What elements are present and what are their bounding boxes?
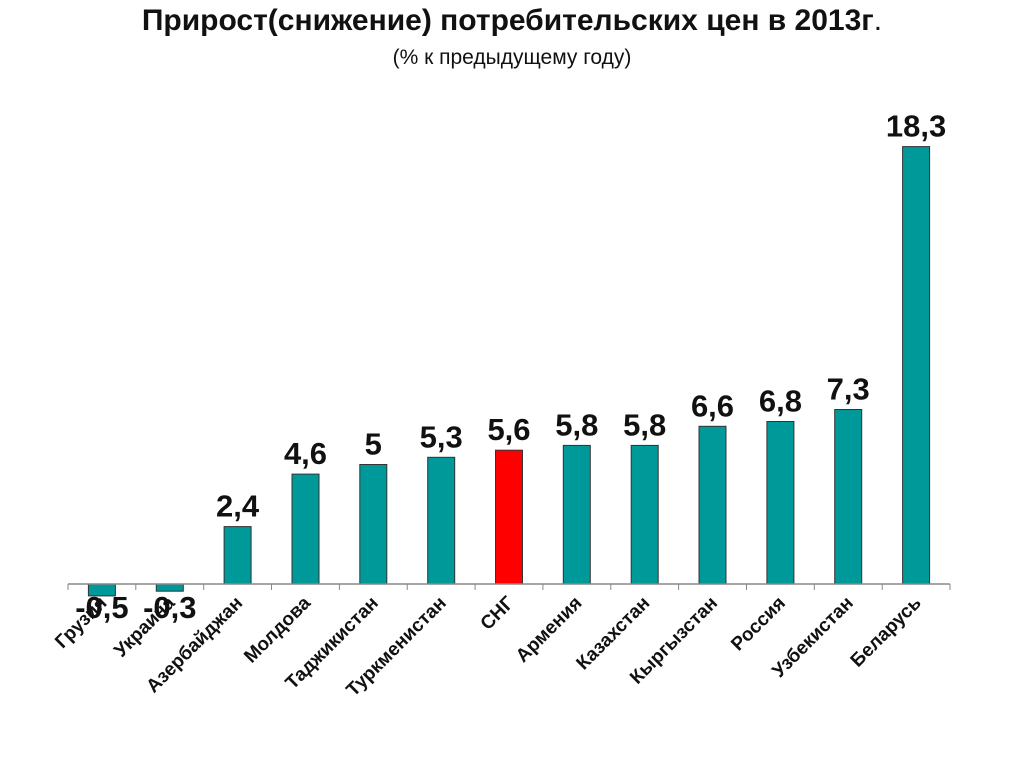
bar (766, 421, 795, 585)
bar (698, 425, 727, 585)
category-label: Россия (727, 593, 790, 656)
data-label: 18,3 (886, 109, 946, 144)
bar (359, 464, 388, 585)
bar (630, 444, 659, 585)
chart-title: Прирост(снижение) потребительских цен в … (0, 4, 1024, 38)
data-label: 5,8 (623, 407, 666, 442)
bar (902, 146, 931, 585)
chart-title-dot: . (873, 4, 883, 37)
data-label: -0,5 (75, 590, 128, 625)
data-label: 5,3 (420, 419, 463, 454)
bar (427, 456, 456, 585)
data-label: 4,6 (284, 436, 327, 471)
category-label: СНГ (477, 593, 519, 635)
category-label: Беларусь (847, 593, 926, 672)
data-label: 5,6 (487, 412, 530, 447)
bar (495, 449, 523, 585)
data-label: 7,3 (827, 372, 870, 407)
data-label: 6,6 (691, 388, 734, 423)
data-label: 6,8 (759, 384, 802, 419)
data-label: 5 (365, 427, 382, 462)
chart-title-text: Прирост(снижение) потребительских цен в … (141, 4, 874, 37)
data-label: -0,3 (143, 590, 196, 625)
bar (223, 526, 252, 585)
data-label: 2,4 (216, 489, 260, 524)
data-label: 5,8 (555, 407, 598, 442)
bar (834, 409, 863, 585)
chart-subtitle: (% к предыдущему году) (392, 46, 632, 69)
bar (291, 473, 320, 585)
bar (562, 444, 591, 585)
